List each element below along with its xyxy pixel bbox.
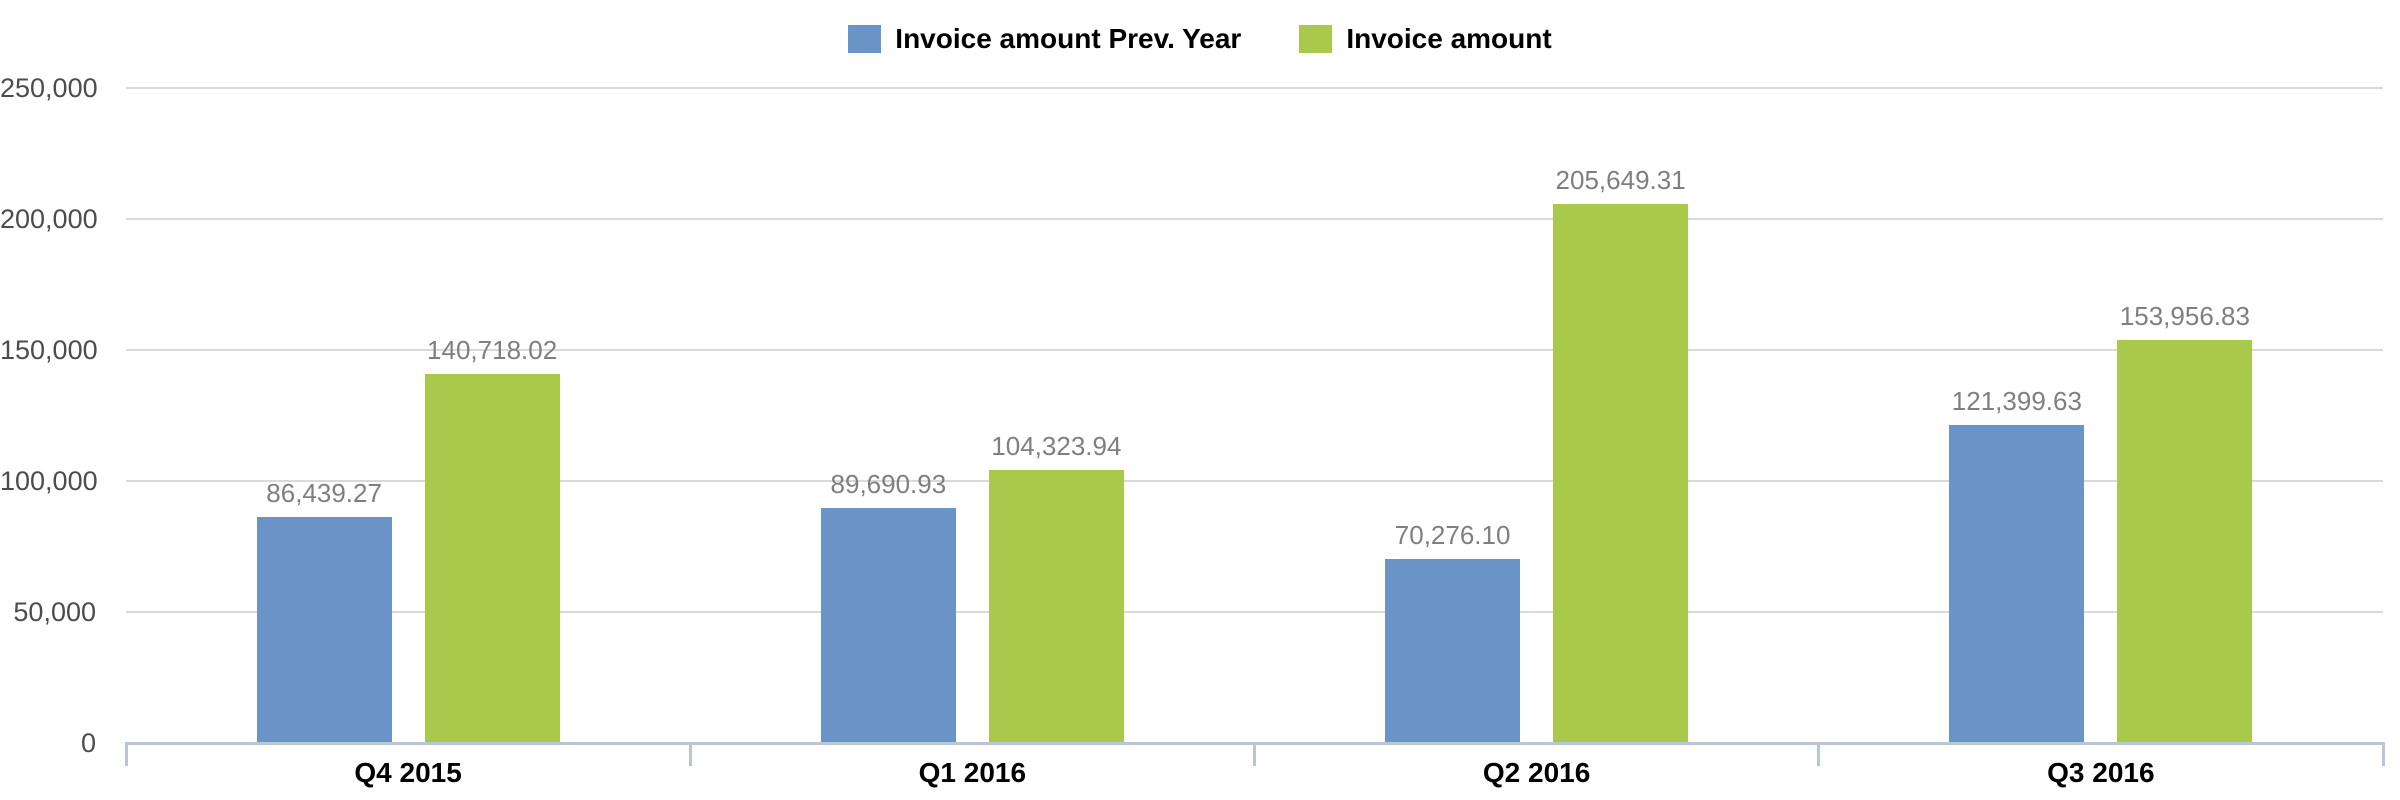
bar-invoice-amount-prev-year-q2-2016[interactable]: [1385, 558, 1521, 743]
legend-swatch-prev-year-icon: [848, 25, 882, 53]
bar-invoice-amount-q2-2016[interactable]: [1553, 204, 1689, 743]
bar-value-label-invoice-amount-prev-year-q4-2015: 86,439.27: [266, 477, 382, 508]
x-axis-tick-4: [2381, 742, 2385, 766]
y-axis-label-150000: 150,000: [0, 335, 98, 365]
x-axis-tick-0: [124, 742, 128, 766]
bar-invoice-amount-q4-2015[interactable]: [424, 374, 560, 743]
legend-swatch-invoice-amount-icon: [1299, 25, 1333, 53]
bar-value-label-invoice-amount-prev-year-q2-2016: 70,276.10: [1394, 519, 1511, 550]
legend-item-invoice-amount[interactable]: Invoice amount: [1299, 23, 1552, 54]
legend-label-invoice-amount: Invoice amount: [1346, 23, 1552, 54]
gridline-150000: [126, 349, 2383, 351]
x-axis-label-q2-2016: Q2 2016: [1482, 757, 1591, 788]
gridline-200000: [126, 218, 2383, 220]
bar-invoice-amount-q1-2016[interactable]: [988, 469, 1124, 743]
y-axis-label-0: 0: [80, 728, 96, 758]
bar-value-label-invoice-amount-q1-2016: 104,323.94: [991, 430, 1122, 461]
x-axis-tick-3: [1817, 742, 1821, 766]
bar-value-label-invoice-amount-q4-2015: 140,718.02: [427, 335, 558, 366]
x-axis-tick-2: [1253, 742, 1256, 766]
bar-value-label-invoice-amount-prev-year-q3-2016: 121,399.63: [1951, 385, 2082, 416]
bar-value-label-invoice-amount-prev-year-q1-2016: 89,690.93: [830, 469, 947, 499]
bar-invoice-amount-prev-year-q1-2016[interactable]: [820, 508, 956, 743]
bar-invoice-amount-prev-year-q4-2015[interactable]: [256, 516, 392, 743]
gridline-50000: [126, 611, 2383, 613]
bar-invoice-amount-q3-2016[interactable]: [2117, 339, 2253, 743]
x-axis-tick-1: [688, 742, 692, 766]
legend-item-invoice-amount-prev-year[interactable]: Invoice amount Prev. Year: [848, 24, 1241, 54]
y-axis-label-250000: 250,000: [0, 73, 98, 103]
gridline-100000: [126, 480, 2383, 482]
x-axis-label-q1-2016: Q1 2016: [918, 757, 1027, 788]
y-axis-label-200000: 200,000: [0, 204, 98, 234]
x-axis-label-q4-2015: Q4 2015: [354, 757, 462, 788]
legend-label-prev-year: Invoice amount Prev. Year: [895, 23, 1242, 54]
gridline-250000: [126, 87, 2383, 89]
bar-invoice-amount-prev-year-q3-2016[interactable]: [1949, 424, 2085, 743]
x-axis-label-q3-2016: Q3 2016: [2047, 757, 2155, 788]
bar-value-label-invoice-amount-q3-2016: 153,956.83: [2119, 300, 2250, 331]
chart-legend: Invoice amount Prev. Year Invoice amount: [0, 24, 2400, 54]
y-axis-label-100000: 100,000: [0, 466, 98, 496]
bar-value-label-invoice-amount-q2-2016: 205,649.31: [1555, 165, 1686, 196]
y-axis-label-50000: 50,000: [13, 597, 96, 627]
